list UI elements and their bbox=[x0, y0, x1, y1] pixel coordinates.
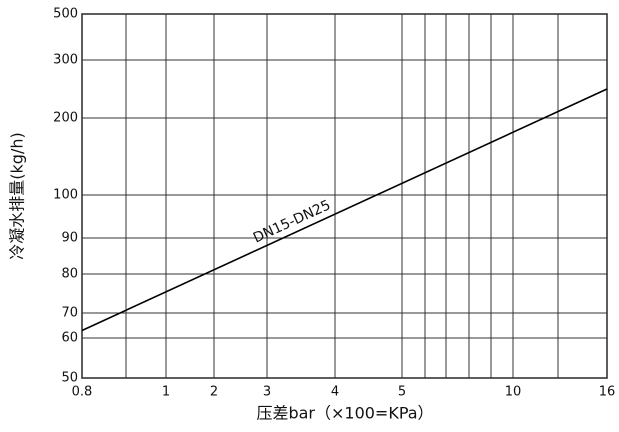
x-tick-label: 10 bbox=[505, 385, 522, 400]
y-tick-label: 500 bbox=[53, 7, 78, 22]
x-tick-label: 16 bbox=[599, 385, 616, 400]
minor-grid bbox=[125, 14, 559, 378]
x-tick-label: 0.8 bbox=[72, 385, 93, 400]
x-tick-label: 2 bbox=[210, 385, 218, 400]
y-tick-label: 300 bbox=[53, 53, 78, 68]
y-axis-label: 冷凝水排量(kg/h) bbox=[8, 132, 27, 259]
y-tick-label: 80 bbox=[61, 267, 78, 282]
x-tick-label: 4 bbox=[331, 385, 339, 400]
series-label: DN15-DN25 bbox=[251, 197, 333, 246]
x-tick-label: 5 bbox=[398, 385, 406, 400]
x-axis-label: 压差bar（×100=KPa） bbox=[256, 404, 433, 423]
y-tick-label: 50 bbox=[61, 371, 78, 386]
y-tick-label: 90 bbox=[61, 231, 78, 246]
y-tick-label: 70 bbox=[61, 306, 78, 321]
plot-frame bbox=[81, 13, 608, 379]
y-tick-label: 200 bbox=[53, 111, 78, 126]
y-tick-label: 60 bbox=[61, 331, 78, 346]
series-line bbox=[81, 88, 608, 332]
y-tick-label: 100 bbox=[53, 188, 78, 203]
x-tick-label: 3 bbox=[263, 385, 271, 400]
x-tick-label: 1 bbox=[162, 385, 170, 400]
